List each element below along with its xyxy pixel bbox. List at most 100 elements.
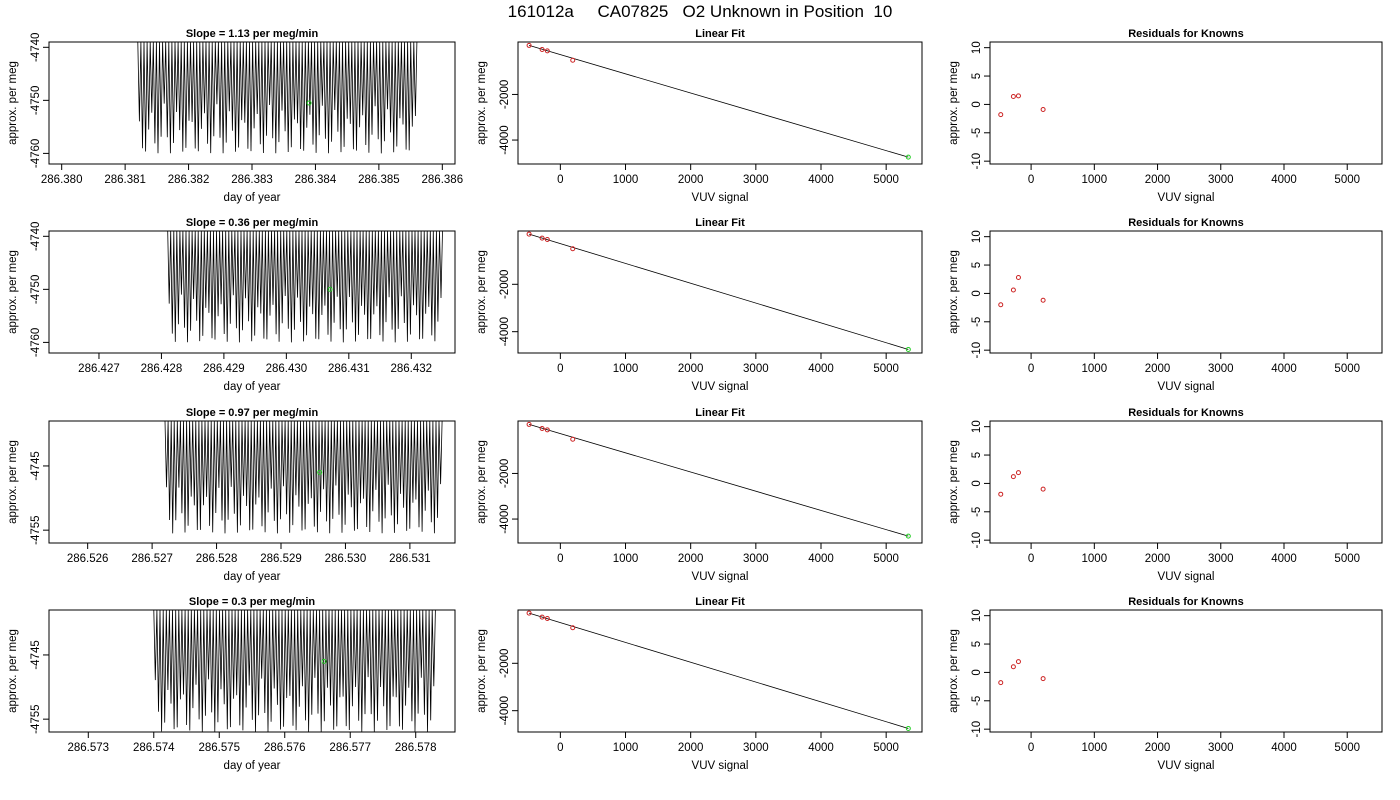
known-point <box>539 614 545 620</box>
x-axis-label: VUV signal <box>692 571 749 583</box>
y-tick-label: -4000 <box>499 696 511 725</box>
x-tick-label: 286.432 <box>390 363 432 375</box>
panel-title: Residuals for Knowns <box>1128 217 1244 229</box>
panel-title: Linear Fit <box>695 217 745 229</box>
panel-linear-fit-4 <box>512 609 923 738</box>
time-series-trace <box>164 421 443 534</box>
y-axis-label: approx. per meg <box>7 61 19 145</box>
y-tick-label: -5 <box>971 317 983 327</box>
y-tick-label: -5 <box>971 696 983 706</box>
x-axis-label: day of year <box>224 571 281 583</box>
y-tick-label: 5 <box>971 73 983 79</box>
panel-time-series-1 <box>43 41 456 170</box>
plot-frame <box>989 230 1383 354</box>
residual-point <box>998 112 1004 118</box>
panel-title: Linear Fit <box>695 596 745 608</box>
x-axis-label: VUV signal <box>1158 760 1215 772</box>
panel-residuals-4 <box>984 609 1383 738</box>
time-series-trace <box>137 42 418 154</box>
x-tick-label: 5000 <box>873 553 899 565</box>
plot-frame <box>48 609 456 733</box>
x-tick-label: 286.575 <box>198 742 240 754</box>
x-tick-label: 2000 <box>678 363 704 375</box>
x-tick-label: 2000 <box>1145 553 1171 565</box>
panel-title: Linear Fit <box>695 28 745 40</box>
residual-point <box>1010 474 1016 480</box>
panel-title: Slope = 1.13 per meg/min <box>186 28 319 40</box>
known-point <box>526 42 532 48</box>
y-axis-label: approx. per meg <box>948 440 960 524</box>
plot-frame <box>989 420 1383 544</box>
known-point <box>539 47 545 53</box>
y-tick-label: 5 <box>971 262 983 268</box>
x-tick-label: 1000 <box>1082 363 1108 375</box>
x-tick-label: 3000 <box>1208 363 1234 375</box>
residual-point <box>998 680 1004 686</box>
x-tick-label: 1000 <box>613 742 639 754</box>
panel-title: Residuals for Knowns <box>1128 28 1244 40</box>
fit-line <box>528 612 909 729</box>
x-tick-label: 286.382 <box>168 174 210 186</box>
x-tick-label: 286.574 <box>133 742 175 754</box>
fit-line <box>528 424 909 537</box>
panel-title: Slope = 0.97 per meg/min <box>186 407 319 419</box>
panel-title: Residuals for Knowns <box>1128 596 1244 608</box>
known-point <box>544 616 550 622</box>
y-tick-label: -2000 <box>499 80 511 109</box>
x-tick-label: 0 <box>557 742 563 754</box>
x-axis-label: VUV signal <box>1158 192 1215 204</box>
panel-linear-fit-2 <box>512 230 923 359</box>
plot-frame <box>989 609 1383 733</box>
x-tick-label: 286.381 <box>104 174 146 186</box>
y-tick-label: 0 <box>971 290 983 296</box>
x-tick-label: 4000 <box>1271 742 1297 754</box>
x-tick-label: 2000 <box>1145 742 1171 754</box>
x-tick-label: 5000 <box>1334 363 1360 375</box>
x-tick-label: 3000 <box>743 553 769 565</box>
y-tick-label: -10 <box>971 153 983 170</box>
x-axis-label: VUV signal <box>1158 571 1215 583</box>
residual-point <box>1040 107 1046 113</box>
x-tick-label: 1000 <box>1082 174 1108 186</box>
x-tick-label: 4000 <box>808 742 834 754</box>
x-axis-label: VUV signal <box>692 192 749 204</box>
x-tick-label: 4000 <box>1271 174 1297 186</box>
known-point <box>539 235 545 241</box>
x-tick-label: 4000 <box>1271 363 1297 375</box>
known-point <box>570 57 576 63</box>
y-axis-label: approx. per meg <box>948 61 960 145</box>
x-tick-label: 286.386 <box>422 174 464 186</box>
x-tick-label: 0 <box>557 553 563 565</box>
x-tick-label: 286.573 <box>68 742 110 754</box>
known-point <box>570 246 576 252</box>
y-tick-label: -4000 <box>499 317 511 346</box>
y-tick-label: 10 <box>971 609 983 622</box>
x-tick-label: 2000 <box>678 174 704 186</box>
x-axis-label: VUV signal <box>1158 381 1215 393</box>
known-point <box>544 237 550 243</box>
panel-time-series-2 <box>43 230 456 359</box>
y-tick-label: 0 <box>971 101 983 107</box>
x-tick-label: 286.380 <box>41 174 83 186</box>
x-tick-label: 0 <box>1028 363 1034 375</box>
x-tick-label: 1000 <box>613 363 639 375</box>
x-tick-label: 3000 <box>743 363 769 375</box>
x-axis-label: VUV signal <box>692 760 749 772</box>
known-point <box>526 610 532 616</box>
y-axis-label: approx. per meg <box>7 629 19 713</box>
residual-point <box>1010 664 1016 670</box>
y-tick-label: -5 <box>971 128 983 138</box>
unknown-marker <box>306 100 312 106</box>
x-tick-label: 286.578 <box>395 742 437 754</box>
known-point <box>544 427 550 433</box>
residual-point <box>998 302 1004 308</box>
x-tick-label: 286.427 <box>78 363 120 375</box>
x-tick-label: 286.576 <box>264 742 306 754</box>
residual-point <box>998 491 1004 497</box>
panel-linear-fit-1 <box>512 41 923 170</box>
panel-linear-fit-3 <box>512 420 923 549</box>
unknown-marker <box>317 469 323 475</box>
y-tick-label: -10 <box>971 532 983 549</box>
y-tick-label: -2000 <box>499 270 511 299</box>
